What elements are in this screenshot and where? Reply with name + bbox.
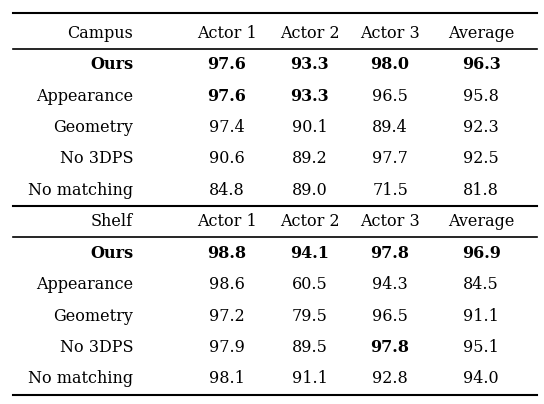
Text: 98.0: 98.0 xyxy=(370,56,410,73)
Text: 98.1: 98.1 xyxy=(209,370,245,387)
Text: 91.1: 91.1 xyxy=(292,370,327,387)
Text: Average: Average xyxy=(448,213,514,230)
Text: 84.8: 84.8 xyxy=(209,182,245,199)
Text: 97.9: 97.9 xyxy=(209,339,245,356)
Text: 90.1: 90.1 xyxy=(292,119,327,136)
Text: Shelf: Shelf xyxy=(91,213,133,230)
Text: No matching: No matching xyxy=(28,182,133,199)
Text: 94.3: 94.3 xyxy=(372,276,408,293)
Text: 89.0: 89.0 xyxy=(292,182,327,199)
Text: 89.4: 89.4 xyxy=(372,119,408,136)
Text: 97.4: 97.4 xyxy=(209,119,245,136)
Text: 96.5: 96.5 xyxy=(372,88,408,105)
Text: Actor 2: Actor 2 xyxy=(280,213,339,230)
Text: 95.8: 95.8 xyxy=(463,88,499,105)
Text: 97.6: 97.6 xyxy=(207,88,246,105)
Text: 97.2: 97.2 xyxy=(209,307,245,324)
Text: Actor 2: Actor 2 xyxy=(280,25,339,42)
Text: Geometry: Geometry xyxy=(53,307,133,324)
Text: No 3DPS: No 3DPS xyxy=(60,150,133,167)
Text: 92.8: 92.8 xyxy=(372,370,408,387)
Text: Actor 3: Actor 3 xyxy=(360,213,420,230)
Text: Campus: Campus xyxy=(67,25,133,42)
Text: No matching: No matching xyxy=(28,370,133,387)
Text: 60.5: 60.5 xyxy=(292,276,327,293)
Text: Ours: Ours xyxy=(90,56,133,73)
Text: 93.3: 93.3 xyxy=(290,88,329,105)
Text: 91.1: 91.1 xyxy=(463,307,499,324)
Text: 93.3: 93.3 xyxy=(290,56,329,73)
Text: 92.5: 92.5 xyxy=(463,150,499,167)
Text: 96.3: 96.3 xyxy=(462,56,500,73)
Text: Average: Average xyxy=(448,25,514,42)
Text: 79.5: 79.5 xyxy=(292,307,327,324)
Text: 84.5: 84.5 xyxy=(463,276,499,293)
Text: Geometry: Geometry xyxy=(53,119,133,136)
Text: 94.1: 94.1 xyxy=(290,245,329,262)
Text: 92.3: 92.3 xyxy=(463,119,499,136)
Text: 97.7: 97.7 xyxy=(372,150,408,167)
Text: 96.5: 96.5 xyxy=(372,307,408,324)
Text: Actor 3: Actor 3 xyxy=(360,25,420,42)
Text: 97.8: 97.8 xyxy=(370,245,410,262)
Text: 89.5: 89.5 xyxy=(292,339,327,356)
Text: 81.8: 81.8 xyxy=(463,182,499,199)
Text: Ours: Ours xyxy=(90,245,133,262)
Text: 97.6: 97.6 xyxy=(207,56,246,73)
Text: No 3DPS: No 3DPS xyxy=(60,339,133,356)
Text: Appearance: Appearance xyxy=(36,88,133,105)
Text: 96.9: 96.9 xyxy=(462,245,500,262)
Text: 71.5: 71.5 xyxy=(372,182,408,199)
Text: 98.8: 98.8 xyxy=(207,245,246,262)
Text: 94.0: 94.0 xyxy=(463,370,499,387)
Text: 89.2: 89.2 xyxy=(292,150,327,167)
Text: Actor 1: Actor 1 xyxy=(197,25,257,42)
Text: 98.6: 98.6 xyxy=(209,276,245,293)
Text: Actor 1: Actor 1 xyxy=(197,213,257,230)
Text: 97.8: 97.8 xyxy=(370,339,410,356)
Text: 90.6: 90.6 xyxy=(209,150,245,167)
Text: 95.1: 95.1 xyxy=(463,339,499,356)
Text: Appearance: Appearance xyxy=(36,276,133,293)
